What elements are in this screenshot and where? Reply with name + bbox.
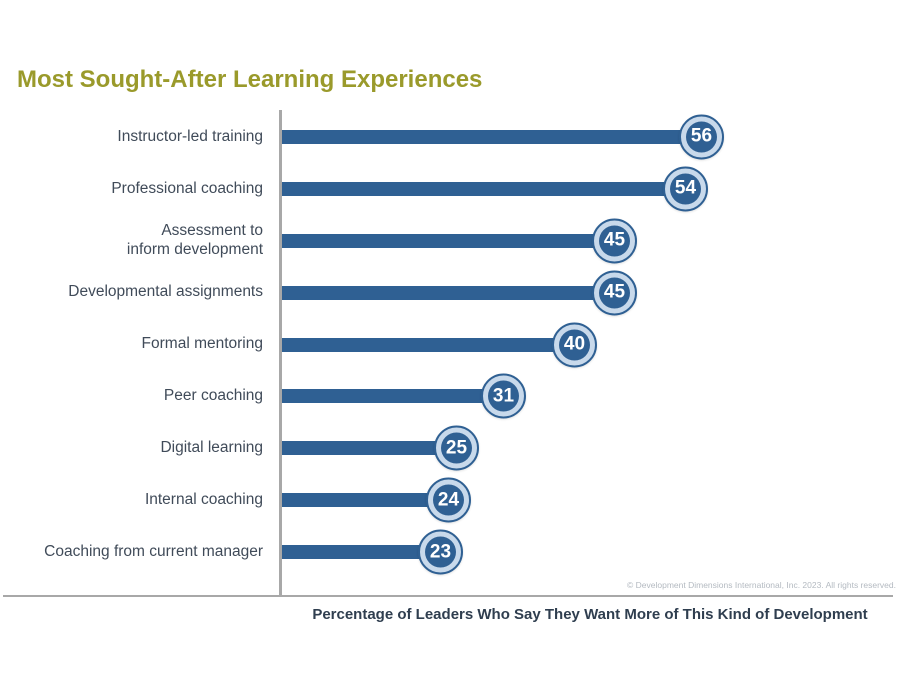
bar-row: Digital learning 25 <box>0 422 900 474</box>
category-label: Assessment to inform development <box>126 222 263 258</box>
bar-track: 23 <box>282 526 900 578</box>
category-label: Internal coaching <box>144 490 263 508</box>
bar-track: 40 <box>282 319 900 371</box>
bar <box>282 389 504 404</box>
category-label: Peer coaching <box>163 387 263 405</box>
bar-row: Coaching from current manager 23 <box>0 526 900 578</box>
bar-track: 56 <box>282 111 900 163</box>
value-label: 45 <box>599 225 630 257</box>
bar <box>282 545 441 560</box>
category-label: Coaching from current manager <box>44 542 263 560</box>
value-label: 40 <box>559 329 590 360</box>
bar <box>282 337 575 352</box>
bar-row: Instructor-led training 56 <box>0 111 900 163</box>
value-badge: 24 <box>426 477 471 523</box>
value-badge: 40 <box>552 322 597 367</box>
value-label: 31 <box>488 380 519 412</box>
bar <box>282 181 686 196</box>
bar-row: Assessment to inform development 45 <box>0 215 900 267</box>
value-badge: 31 <box>481 373 526 419</box>
bar-rows: Instructor-led training 56 Professional … <box>0 111 900 578</box>
category-label: Professional coaching <box>111 179 263 197</box>
category-label: Formal mentoring <box>141 335 263 353</box>
bar <box>282 493 449 508</box>
value-label: 54 <box>670 173 701 205</box>
category-label: Digital learning <box>160 438 263 456</box>
bar-track: 25 <box>282 422 900 474</box>
value-label: 56 <box>686 121 717 153</box>
bar-track: 31 <box>282 370 900 422</box>
bar <box>282 285 615 300</box>
bar-track: 54 <box>282 163 900 215</box>
value-label: 45 <box>599 277 630 309</box>
bar <box>282 233 615 248</box>
bar-track: 24 <box>282 474 900 526</box>
bar-row: Internal coaching 24 <box>0 474 900 526</box>
value-label: 23 <box>425 536 456 568</box>
bar-row: Developmental assignments 45 <box>0 267 900 319</box>
value-badge: 56 <box>679 114 724 160</box>
bar-row: Formal mentoring 40 <box>0 319 900 371</box>
x-axis-line <box>3 595 893 597</box>
y-axis-line <box>279 110 282 597</box>
value-badge: 25 <box>434 425 479 471</box>
x-axis-label: Percentage of Leaders Who Say They Want … <box>312 606 868 623</box>
bar <box>282 441 457 456</box>
value-badge: 23 <box>418 529 463 575</box>
bar-row: Peer coaching 31 <box>0 370 900 422</box>
value-badge: 45 <box>592 270 637 316</box>
bar <box>282 129 702 144</box>
copyright-text: © Development Dimensions International, … <box>627 580 896 590</box>
chart-title: Most Sought-After Learning Experiences <box>17 66 483 93</box>
bar-track: 45 <box>282 215 900 267</box>
bar-row: Professional coaching 54 <box>0 163 900 215</box>
value-badge: 45 <box>592 218 637 264</box>
value-label: 25 <box>441 432 472 464</box>
category-label: Developmental assignments <box>68 283 263 301</box>
value-badge: 54 <box>663 166 708 212</box>
category-label: Instructor-led training <box>117 127 263 145</box>
bar-track: 45 <box>282 267 900 319</box>
value-label: 24 <box>433 484 464 516</box>
